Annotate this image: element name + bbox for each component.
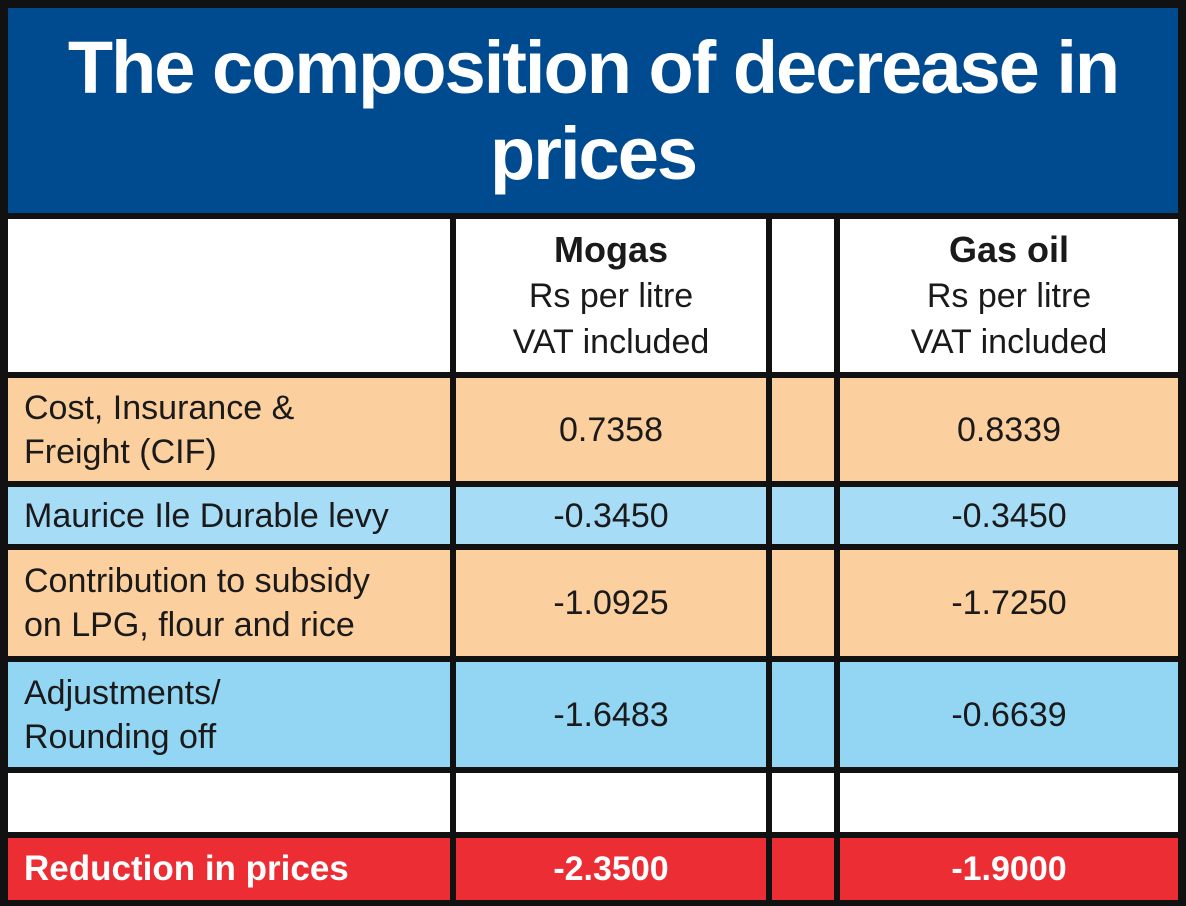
row-label-line: on LPG, flour and rice [24, 606, 355, 644]
row-label-line: Contribution to subsidy [24, 562, 370, 600]
column-name: Gas oil [948, 228, 1070, 270]
cell-mogas-adjustments: -1.6483 [456, 662, 766, 767]
row-label-cif: Cost, Insurance & Freight (CIF) [8, 378, 450, 481]
empty-cell [772, 773, 834, 832]
column-unit: Rs per litre [926, 276, 1092, 315]
spacer-cell [772, 550, 834, 656]
row-label-subsidy: Contribution to subsidy on LPG, flour an… [8, 550, 450, 656]
spacer-cell [772, 219, 834, 372]
cell-gasoil-cif: 0.8339 [840, 378, 1178, 481]
header-empty-cell [8, 219, 450, 372]
row-label-mid-levy: Maurice Ile Durable levy [8, 487, 450, 544]
total-label: Reduction in prices [8, 838, 450, 900]
total-gasoil: -1.9000 [840, 838, 1178, 900]
empty-cell [840, 773, 1178, 832]
column-unit: Rs per litre [528, 276, 694, 315]
cell-gasoil-subsidy: -1.7250 [840, 550, 1178, 656]
column-header-gasoil: Gas oil Rs per litre VAT included [840, 219, 1178, 372]
table-title: The composition of decrease in prices [67, 25, 1120, 195]
spacer-cell [772, 838, 834, 900]
row-label-line: Rounding off [24, 717, 217, 756]
cell-mogas-mid-levy: -0.3450 [456, 487, 766, 544]
column-unit: VAT included [512, 322, 710, 361]
total-mogas: -2.3500 [456, 838, 766, 900]
title-banner: The composition of decrease in prices [8, 8, 1178, 213]
row-label-line: Cost, Insurance & [24, 388, 295, 427]
spacer-cell [772, 378, 834, 481]
column-unit: VAT included [910, 322, 1108, 361]
cell-mogas-cif: 0.7358 [456, 378, 766, 481]
empty-cell [456, 773, 766, 832]
empty-cell [8, 773, 450, 832]
cell-gasoil-adjustments: -0.6639 [840, 662, 1178, 767]
column-name: Mogas [553, 228, 668, 270]
cell-gasoil-mid-levy: -0.3450 [840, 487, 1178, 544]
row-label-line: Freight (CIF) [24, 432, 217, 471]
row-label-line: Adjustments/ [24, 673, 221, 712]
row-label-adjustments: Adjustments/ Rounding off [8, 662, 450, 767]
spacer-cell [772, 487, 834, 544]
cell-mogas-subsidy: -1.0925 [456, 550, 766, 656]
spacer-cell [772, 662, 834, 767]
column-header-mogas: Mogas Rs per litre VAT included [456, 219, 766, 372]
